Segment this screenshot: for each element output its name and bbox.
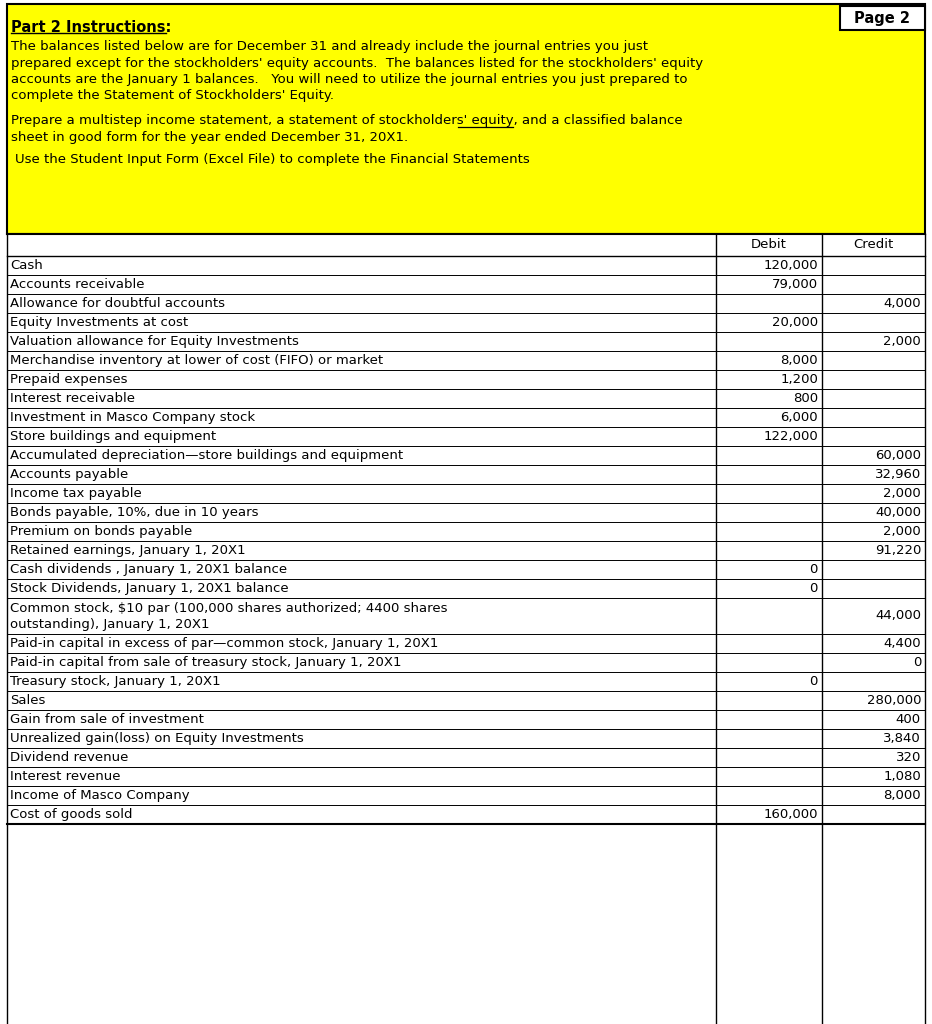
Text: Store buildings and equipment: Store buildings and equipment	[10, 430, 216, 443]
Text: 120,000: 120,000	[763, 259, 818, 272]
Text: 79,000: 79,000	[772, 278, 818, 291]
Text: Cash: Cash	[10, 259, 43, 272]
Text: 1,080: 1,080	[884, 770, 921, 783]
Text: 1,200: 1,200	[780, 373, 818, 386]
Text: Accumulated depreciation—store buildings and equipment: Accumulated depreciation—store buildings…	[10, 449, 404, 462]
Bar	[7, 4, 925, 234]
Text: 160,000: 160,000	[763, 808, 818, 821]
Text: Equity Investments at cost: Equity Investments at cost	[10, 316, 188, 329]
Text: complete the Statement of Stockholders' Equity.: complete the Statement of Stockholders' …	[11, 89, 334, 102]
Text: Accounts receivable: Accounts receivable	[10, 278, 144, 291]
Text: Premium on bonds payable: Premium on bonds payable	[10, 525, 192, 538]
Text: accounts are the January 1 balances.   You will need to utilize the journal entr: accounts are the January 1 balances. You…	[11, 73, 688, 86]
Text: Stock Dividends, January 1, 20X1 balance: Stock Dividends, January 1, 20X1 balance	[10, 582, 289, 595]
Text: Paid-in capital in excess of par—common stock, January 1, 20X1: Paid-in capital in excess of par—common …	[10, 637, 438, 650]
Text: Cost of goods sold: Cost of goods sold	[10, 808, 132, 821]
Text: Interest revenue: Interest revenue	[10, 770, 120, 783]
Text: Credit: Credit	[854, 239, 894, 252]
Text: sheet in good form for the year ended December 31, 20X1.: sheet in good form for the year ended De…	[11, 130, 408, 143]
Text: Bonds payable, 10%, due in 10 years: Bonds payable, 10%, due in 10 years	[10, 506, 258, 519]
Text: Merchandise inventory at lower of cost (FIFO) or market: Merchandise inventory at lower of cost (…	[10, 354, 383, 367]
Bar	[840, 6, 925, 30]
Text: 320: 320	[896, 751, 921, 764]
Text: Valuation allowance for Equity Investments: Valuation allowance for Equity Investmen…	[10, 335, 299, 348]
Text: 91,220: 91,220	[874, 544, 921, 557]
Text: Cash dividends , January 1, 20X1 balance: Cash dividends , January 1, 20X1 balance	[10, 563, 287, 575]
Text: Unrealized gain(loss) on Equity Investments: Unrealized gain(loss) on Equity Investme…	[10, 732, 304, 745]
Text: 3,840: 3,840	[884, 732, 921, 745]
Text: outstanding), January 1, 20X1: outstanding), January 1, 20X1	[10, 617, 210, 631]
Bar	[7, 234, 925, 256]
Text: Part 2 Instructions:: Part 2 Instructions:	[11, 20, 171, 35]
Text: Common stock, $10 par (100,000 shares authorized; 4400 shares: Common stock, $10 par (100,000 shares au…	[10, 602, 447, 615]
Text: 8,000: 8,000	[780, 354, 818, 367]
Text: 2,000: 2,000	[884, 525, 921, 538]
Text: 20,000: 20,000	[772, 316, 818, 329]
Text: 32,960: 32,960	[875, 468, 921, 481]
Text: Page 2: Page 2	[855, 10, 911, 26]
Text: 40,000: 40,000	[875, 506, 921, 519]
Text: 0: 0	[912, 656, 921, 669]
Text: 2,000: 2,000	[884, 335, 921, 348]
Text: 6,000: 6,000	[780, 411, 818, 424]
Text: 400: 400	[896, 713, 921, 726]
Text: The balances listed below are for December 31 and already include the journal en: The balances listed below are for Decemb…	[11, 40, 648, 53]
Text: Debit: Debit	[751, 239, 787, 252]
Text: 800: 800	[793, 392, 818, 406]
Text: Prepare a multistep income statement, a statement of stockholders' equity, and a: Prepare a multistep income statement, a …	[11, 114, 682, 127]
Text: Investment in Masco Company stock: Investment in Masco Company stock	[10, 411, 255, 424]
Text: Use the Student Input Form (Excel File) to complete the Financial Statements: Use the Student Input Form (Excel File) …	[15, 153, 529, 166]
Text: Dividend revenue: Dividend revenue	[10, 751, 129, 764]
Text: Accounts payable: Accounts payable	[10, 468, 129, 481]
Text: 0: 0	[810, 582, 818, 595]
Text: 0: 0	[810, 563, 818, 575]
Text: Sales: Sales	[10, 694, 46, 707]
Text: 122,000: 122,000	[763, 430, 818, 443]
Text: Income of Masco Company: Income of Masco Company	[10, 790, 189, 802]
Text: 2,000: 2,000	[884, 487, 921, 500]
Text: Gain from sale of investment: Gain from sale of investment	[10, 713, 204, 726]
Text: 60,000: 60,000	[875, 449, 921, 462]
Text: Treasury stock, January 1, 20X1: Treasury stock, January 1, 20X1	[10, 675, 221, 688]
Text: Allowance for doubtful accounts: Allowance for doubtful accounts	[10, 297, 225, 310]
Text: 280,000: 280,000	[867, 694, 921, 707]
Text: Retained earnings, January 1, 20X1: Retained earnings, January 1, 20X1	[10, 544, 246, 557]
Text: 0: 0	[810, 675, 818, 688]
Text: Interest receivable: Interest receivable	[10, 392, 135, 406]
Text: prepared except for the stockholders' equity accounts.  The balances listed for : prepared except for the stockholders' eq…	[11, 56, 703, 70]
Text: Paid-in capital from sale of treasury stock, January 1, 20X1: Paid-in capital from sale of treasury st…	[10, 656, 402, 669]
Text: 4,400: 4,400	[884, 637, 921, 650]
Text: 8,000: 8,000	[884, 790, 921, 802]
Text: Prepaid expenses: Prepaid expenses	[10, 373, 128, 386]
Text: 4,000: 4,000	[884, 297, 921, 310]
Text: 44,000: 44,000	[875, 609, 921, 623]
Text: Income tax payable: Income tax payable	[10, 487, 142, 500]
